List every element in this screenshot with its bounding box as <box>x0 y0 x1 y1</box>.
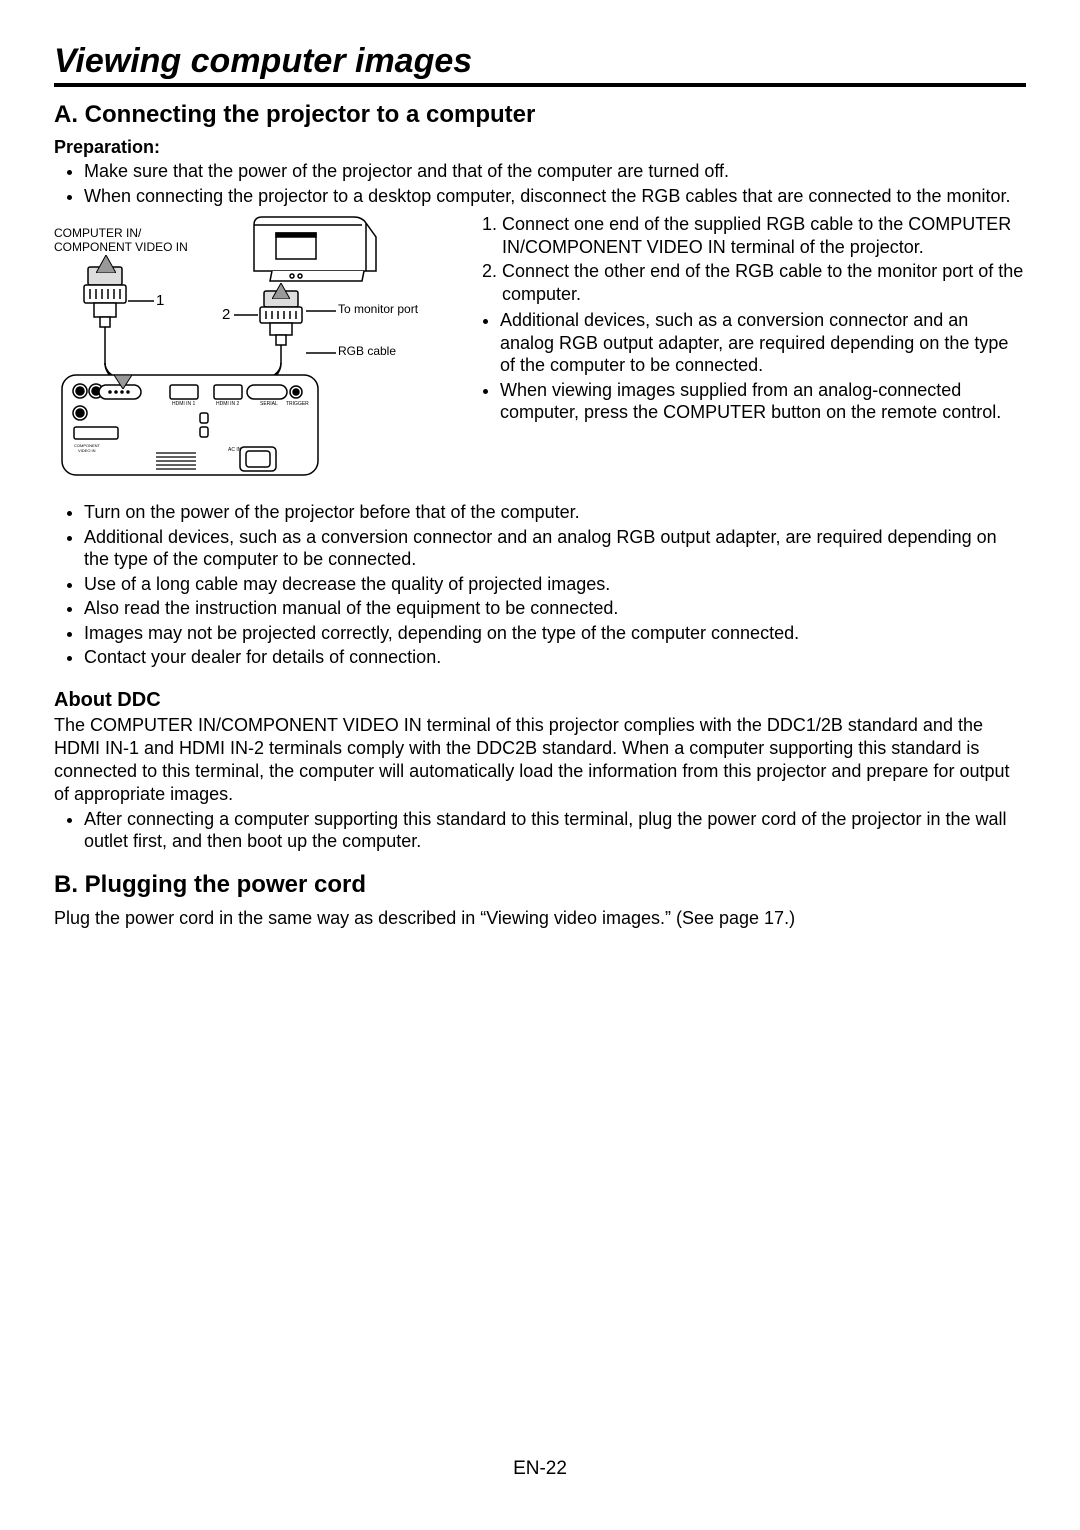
preparation-label: Preparation: <box>54 137 1026 158</box>
port-label-acin: AC IN <box>228 447 242 453</box>
diagram-top-label: COMPUTER IN/ COMPONENT VIDEO IN <box>54 227 188 255</box>
list-item: Contact your dealer for details of conne… <box>84 646 1026 669</box>
cable-connector-2-icon <box>254 287 314 367</box>
arrow-down-to-port-icon <box>114 375 132 389</box>
page-number: EN-22 <box>0 1458 1080 1480</box>
list-item: Connect one end of the supplied RGB cabl… <box>502 213 1026 258</box>
list-item: Connect the other end of the RGB cable t… <box>502 260 1026 305</box>
list-item: Turn on the power of the projector befor… <box>84 501 1026 524</box>
page-root: Viewing computer images A. Connecting th… <box>0 0 1080 930</box>
rgb-cable-label: RGB cable <box>338 345 396 359</box>
port-label-hdmi1: HDMI IN 1 <box>172 401 196 407</box>
callout-line-1 <box>128 299 154 303</box>
list-item: Additional devices, such as a conversion… <box>500 309 1026 377</box>
list-item: After connecting a computer supporting t… <box>84 808 1026 853</box>
port-label-hdmi2: HDMI IN 2 <box>216 401 240 407</box>
arrow-up-2-icon <box>272 283 290 299</box>
about-ddc-paragraph: The COMPUTER IN/COMPONENT VIDEO IN termi… <box>54 714 1026 806</box>
connection-diagram: COMPUTER IN/ COMPONENT VIDEO IN <box>54 213 434 483</box>
diagram-callout-1: 1 <box>156 292 164 309</box>
diagram-callout-2: 2 <box>222 306 230 323</box>
about-ddc-list: After connecting a computer supporting t… <box>54 808 1026 853</box>
computer-monitor-icon <box>234 213 384 293</box>
preparation-list: Make sure that the power of the projecto… <box>54 160 1026 207</box>
list-item: Make sure that the power of the projecto… <box>84 160 1026 183</box>
list-item: Use of a long cable may decrease the qua… <box>84 573 1026 596</box>
list-item: When connecting the projector to a deskt… <box>84 185 1026 208</box>
to-monitor-line <box>306 309 336 313</box>
cable-connector-1-icon <box>78 259 138 369</box>
port-label-compvid2: VIDEO IN <box>78 448 96 453</box>
callout-line-2 <box>234 313 258 317</box>
arrow-up-icon <box>96 255 116 273</box>
connection-steps-list: Connect one end of the supplied RGB cabl… <box>476 213 1026 305</box>
diagram-label-line2: COMPONENT VIDEO IN <box>54 240 188 254</box>
port-label-trigger: TRIGGER <box>286 401 309 407</box>
diagram-label-line1: COMPUTER IN/ <box>54 226 141 240</box>
list-item: When viewing images supplied from an ana… <box>500 379 1026 424</box>
diagram-column: COMPUTER IN/ COMPONENT VIDEO IN <box>54 213 444 483</box>
port-label-serial: SERIAL <box>260 401 278 407</box>
right-steps-column: Connect one end of the supplied RGB cabl… <box>476 213 1026 483</box>
connection-notes-list: Additional devices, such as a conversion… <box>476 309 1026 424</box>
two-column-area: COMPUTER IN/ COMPONENT VIDEO IN <box>54 213 1026 483</box>
section-b-paragraph: Plug the power cord in the same way as d… <box>54 907 1026 930</box>
rgb-cable-line <box>306 351 336 355</box>
list-item: Also read the instruction manual of the … <box>84 597 1026 620</box>
about-ddc-heading: About DDC <box>54 689 1026 712</box>
list-item: Additional devices, such as a conversion… <box>84 526 1026 571</box>
to-monitor-port-label: To monitor port <box>338 303 418 317</box>
projector-rear-panel-icon: HDMI IN 1 HDMI IN 2 SERIAL TRIGGER AC IN… <box>60 373 320 483</box>
lower-notes-list: Turn on the power of the projector befor… <box>54 501 1026 669</box>
section-a-heading: A. Connecting the projector to a compute… <box>54 101 1026 129</box>
section-b-heading: B. Plugging the power cord <box>54 871 1026 899</box>
list-item: Images may not be projected correctly, d… <box>84 622 1026 645</box>
chapter-title: Viewing computer images <box>54 42 1026 87</box>
